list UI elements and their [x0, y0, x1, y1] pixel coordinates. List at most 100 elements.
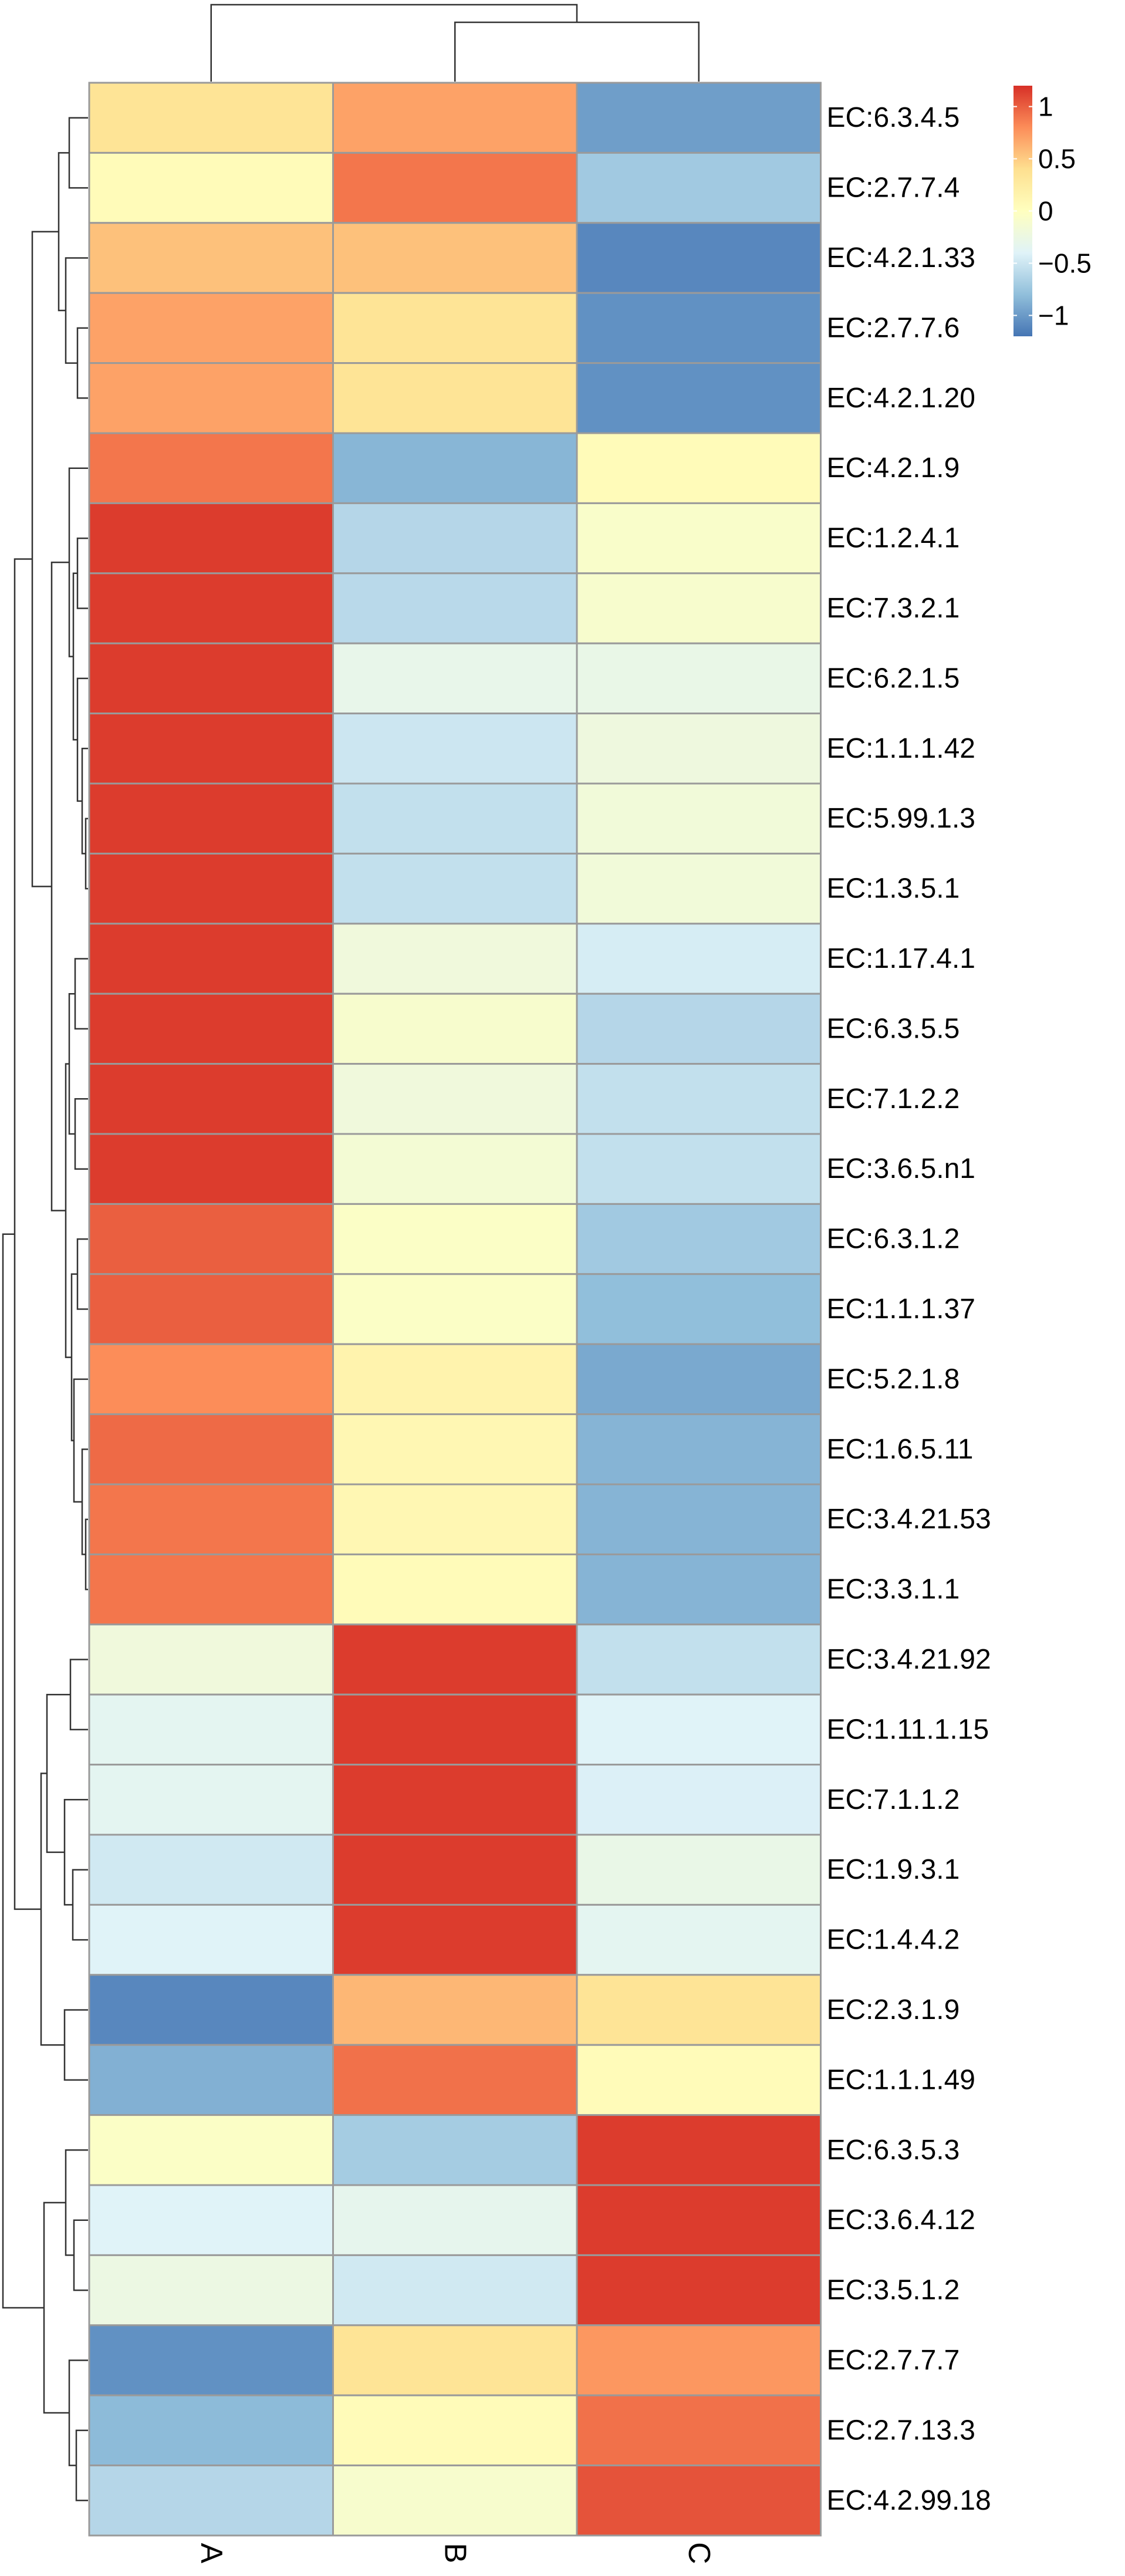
row-label: EC:1.1.1.37 — [827, 1294, 976, 1325]
heatmap-cell — [576, 713, 822, 785]
heatmap-cell — [332, 1903, 578, 1976]
dendrogram-branch — [85, 1518, 88, 1591]
dendrogram-branch — [72, 1869, 88, 1941]
heatmap-cell — [88, 2394, 334, 2467]
heatmap-cell — [332, 2324, 578, 2396]
heatmap-cell — [88, 1203, 334, 1275]
heatmap-cell — [332, 222, 578, 294]
dendrogram-branch — [69, 1659, 88, 1731]
heatmap-cell — [332, 2394, 578, 2467]
dendrogram-branch — [454, 21, 700, 82]
row-label: EC:3.4.21.53 — [827, 1504, 991, 1535]
heatmap-cell — [332, 1764, 578, 1836]
dendrogram-branch — [46, 1693, 70, 1853]
row-label: EC:2.7.13.3 — [827, 2415, 976, 2446]
heatmap-cell — [88, 642, 334, 715]
row-label: EC:6.3.5.5 — [827, 1013, 960, 1044]
dendrogram-branch — [68, 992, 75, 1135]
heatmap-cell — [332, 923, 578, 995]
row-label: EC:1.6.5.11 — [827, 1434, 974, 1465]
heatmap-cell — [576, 2254, 822, 2327]
dendrogram-branch — [58, 152, 69, 312]
heatmap-cell — [576, 852, 822, 925]
dendrogram-branch — [73, 1378, 88, 1503]
heatmap-cell — [332, 502, 578, 575]
column-dendrogram — [210, 4, 700, 82]
heatmap-cell — [576, 292, 822, 364]
heatmap-cell — [88, 2184, 334, 2256]
color-legend: 1 0.5 0 −0.5 −1 — [1013, 86, 1092, 336]
heatmap-cell — [332, 852, 578, 925]
heatmap-cell — [332, 1974, 578, 2046]
legend-tick-label: −1 — [1038, 300, 1069, 330]
heatmap-cell — [332, 2114, 578, 2186]
column-labels: A B C — [194, 2542, 716, 2564]
heatmap-cell — [88, 1623, 334, 1696]
heatmap-cell — [576, 642, 822, 715]
heatmap-cell — [332, 82, 578, 154]
heatmap-cell — [88, 222, 334, 294]
row-label: EC:4.2.1.20 — [827, 383, 976, 414]
heatmap-cell — [576, 432, 822, 504]
heatmap-cells — [88, 82, 822, 2537]
column-label: C — [682, 2542, 716, 2564]
heatmap-cell — [576, 923, 822, 995]
heatmap-cell — [88, 1063, 334, 1135]
row-label: EC:1.2.4.1 — [827, 523, 960, 554]
row-label: EC:3.3.1.1 — [827, 1574, 960, 1605]
dendrogram-branch — [74, 958, 88, 1030]
row-label: EC:6.3.4.5 — [827, 102, 960, 133]
dendrogram-branch — [76, 327, 88, 399]
heatmap-cell — [88, 82, 334, 154]
heatmap-cell — [88, 362, 334, 434]
heatmap-cell — [88, 1343, 334, 1416]
heatmap-cell — [88, 502, 334, 575]
heatmap-cell — [88, 923, 334, 995]
heatmap-cell — [576, 502, 822, 575]
heatmap-cell — [576, 2394, 822, 2467]
heatmap-cell — [576, 1133, 822, 1205]
heatmap-cell — [332, 782, 578, 855]
row-label: EC:6.3.5.3 — [827, 2135, 960, 2166]
heatmap-cell — [332, 1413, 578, 1485]
row-label: EC:1.1.1.49 — [827, 2064, 976, 2095]
dendrogram-branch — [75, 2429, 88, 2501]
heatmap-cell — [576, 2044, 822, 2116]
heatmap-cell — [576, 151, 822, 224]
heatmap-cell — [576, 1413, 822, 1485]
column-label: B — [438, 2543, 472, 2564]
heatmap-cell — [332, 2184, 578, 2256]
row-label: EC:2.7.7.4 — [827, 173, 960, 204]
legend-tick-label: −0.5 — [1038, 248, 1092, 278]
dendrogram-branch — [31, 231, 59, 887]
row-label: EC:7.1.2.2 — [827, 1083, 960, 1115]
dendrogram-branch — [68, 467, 88, 657]
dendrogram-branch — [68, 117, 88, 189]
heatmap-cell — [332, 1693, 578, 1766]
heatmap-cell — [88, 151, 334, 224]
heatmap-cell — [88, 432, 334, 504]
heatmap-cell — [332, 432, 578, 504]
heatmap-cell — [88, 2464, 334, 2537]
heatmap-cell — [88, 2324, 334, 2396]
heatmap-cell — [332, 1273, 578, 1345]
heatmap-cell — [332, 2254, 578, 2327]
heatmap-cell — [88, 2254, 334, 2327]
heatmap-cell — [88, 2044, 334, 2116]
heatmap-cell — [88, 572, 334, 644]
heatmap-cell — [88, 1553, 334, 1626]
heatmap-cell — [576, 1693, 822, 1766]
heatmap-cell — [576, 362, 822, 434]
row-label: EC:1.17.4.1 — [827, 943, 976, 974]
heatmap-cell — [576, 2464, 822, 2537]
row-label: EC:3.6.4.12 — [827, 2204, 976, 2236]
row-label: EC:6.2.1.5 — [827, 663, 960, 694]
heatmap-cell — [332, 1553, 578, 1626]
dendrogram-branch — [74, 1098, 88, 1170]
heatmap-cell — [88, 1834, 334, 1906]
dendrogram-branch — [63, 2009, 88, 2081]
dendrogram-branch — [65, 2149, 88, 2256]
legend-tick-label: 0 — [1038, 196, 1053, 227]
heatmap-cell — [576, 1623, 822, 1696]
heatmap-cell — [576, 2324, 822, 2396]
